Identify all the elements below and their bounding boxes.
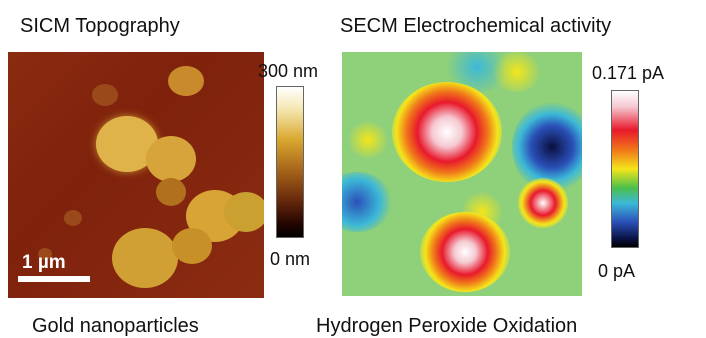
nanoparticle bbox=[224, 192, 264, 232]
secm-caption: Hydrogen Peroxide Oxidation bbox=[316, 315, 578, 337]
high-activity-region bbox=[518, 178, 568, 228]
low-activity-region bbox=[512, 102, 582, 192]
high-activity-region bbox=[420, 212, 510, 292]
secm-activity-image bbox=[342, 52, 582, 296]
nanoparticle bbox=[168, 66, 204, 96]
nanoparticle bbox=[38, 248, 52, 260]
nanoparticle bbox=[172, 228, 212, 264]
nanoparticle bbox=[146, 136, 196, 182]
nanoparticle bbox=[92, 84, 118, 106]
high-activity-region bbox=[392, 82, 502, 182]
nanoparticle bbox=[156, 178, 186, 206]
low-activity-region bbox=[342, 172, 392, 232]
nanoparticle bbox=[112, 228, 178, 288]
high-activity-region bbox=[492, 52, 542, 92]
sicm-colorbar-max-label: 300 nm bbox=[258, 61, 319, 81]
high-activity-region bbox=[348, 122, 388, 158]
sicm-topography-image: 1 µm bbox=[8, 52, 264, 298]
sicm-colorbar bbox=[276, 86, 304, 238]
nanoparticle bbox=[64, 210, 82, 226]
secm-colorbar-min-label: 0 pA bbox=[598, 261, 636, 281]
sicm-title: SICM Topography bbox=[20, 15, 180, 37]
sicm-colorbar-min-label: 0 nm bbox=[270, 249, 311, 269]
secm-colorbar bbox=[611, 90, 639, 248]
secm-colorbar-max-label: 0.171 pA bbox=[592, 63, 665, 83]
sicm-caption: Gold nanoparticles bbox=[32, 315, 199, 337]
scale-bar bbox=[18, 276, 90, 282]
secm-title: SECM Electrochemical activity bbox=[340, 15, 612, 37]
scale-bar-label: 1 µm bbox=[22, 252, 66, 273]
